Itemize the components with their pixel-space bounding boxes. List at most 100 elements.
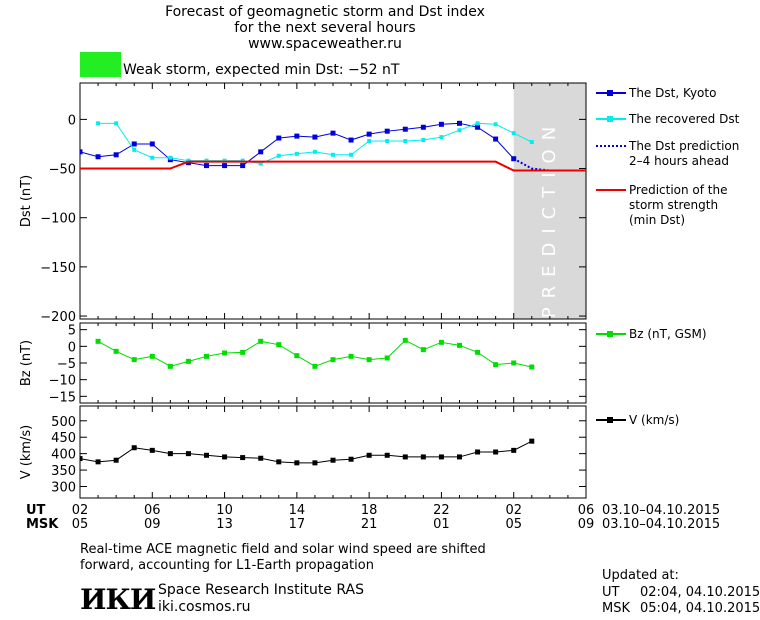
dst-plot-frame bbox=[79, 82, 587, 320]
v-legend-marker bbox=[607, 417, 613, 423]
bz-series-group bbox=[95, 337, 535, 370]
ut-axis-label: UT bbox=[26, 503, 46, 518]
bz-legend-marker bbox=[607, 331, 613, 337]
v-series-point bbox=[438, 454, 444, 460]
dst-series-point bbox=[331, 152, 335, 157]
v-series-point bbox=[294, 460, 300, 466]
v-series-point bbox=[95, 459, 101, 465]
v-ytick-label: 350 bbox=[51, 464, 76, 479]
prediction-band-label: PREDICTION bbox=[539, 118, 560, 318]
dst-series-recovered-line bbox=[98, 122, 533, 165]
msk-tick-label: 01 bbox=[433, 517, 450, 532]
bz-panel: 50 −5 −10−15 Bz (nT) bbox=[19, 322, 587, 405]
dst-recovered-legend-marker bbox=[607, 116, 613, 122]
ut-tick-label: 02 bbox=[505, 503, 522, 518]
v-ytick-label: 450 bbox=[51, 431, 76, 446]
v-series-point bbox=[167, 451, 173, 457]
ut-tick-label: 06 bbox=[144, 503, 161, 518]
dst-series-point bbox=[312, 149, 317, 154]
v-series-point bbox=[384, 452, 390, 458]
bz-series-point bbox=[240, 349, 246, 355]
source-url[interactable]: www.spaceweather.ru bbox=[248, 36, 402, 52]
iki-logo-text: ИКИ bbox=[80, 583, 156, 616]
storm-strength-legend-label: storm strength bbox=[629, 198, 718, 212]
msk-tick-label: 09 bbox=[578, 517, 595, 532]
v-plot-frame bbox=[79, 405, 587, 499]
v-series-point bbox=[330, 457, 336, 463]
dst-series-point bbox=[511, 131, 516, 136]
dst-series-point bbox=[439, 135, 444, 140]
dst-series-point bbox=[312, 134, 318, 140]
msk-tick-label: 13 bbox=[216, 517, 233, 532]
bz-series-point bbox=[222, 350, 228, 356]
msk-tick-label: 05 bbox=[505, 517, 522, 532]
bz-series-point bbox=[402, 337, 408, 343]
bz-series-point bbox=[95, 338, 101, 344]
v-series-point bbox=[348, 456, 354, 462]
updated-ut-label: UT bbox=[602, 585, 620, 600]
dst-series-point bbox=[114, 121, 119, 126]
v-series-point bbox=[402, 454, 408, 460]
bz-series-point bbox=[493, 362, 499, 368]
ut-tick-label: 18 bbox=[361, 503, 378, 518]
dst-series-point bbox=[258, 161, 263, 166]
dst-series-point bbox=[475, 121, 480, 126]
msk-tick-label: 21 bbox=[361, 517, 378, 532]
dst-series-group bbox=[80, 120, 586, 172]
dst-prediction-legend-label: 2–4 hours ahead bbox=[629, 154, 729, 168]
dst-series-point bbox=[276, 153, 281, 158]
iki-logo[interactable]: ИКИ bbox=[80, 583, 156, 616]
dst-ytick-label: 0 bbox=[68, 113, 76, 128]
bz-ytick-label: 5 bbox=[68, 324, 76, 339]
dst-series-point bbox=[113, 152, 119, 158]
dst-ytick-label: −200 bbox=[40, 310, 76, 325]
updated-label: Updated at: bbox=[602, 568, 679, 583]
v-series-point bbox=[312, 460, 318, 466]
bz-series-point bbox=[131, 357, 137, 363]
v-series-point bbox=[258, 455, 264, 461]
institute-url[interactable]: iki.cosmos.ru bbox=[158, 599, 251, 615]
ut-tick-label: 06 bbox=[578, 503, 595, 518]
msk-tick-label: 09 bbox=[144, 517, 161, 532]
dst-series-point bbox=[420, 124, 426, 130]
dst-kyoto-legend-label: The Dst, Kyoto bbox=[628, 86, 716, 100]
dst-kyoto-legend-marker bbox=[607, 90, 613, 96]
v-series-point bbox=[80, 456, 83, 462]
dst-series-point bbox=[384, 128, 390, 134]
bz-series-point bbox=[511, 360, 517, 366]
institute-name: Space Research Institute RAS bbox=[158, 582, 364, 598]
v-series-point bbox=[204, 452, 209, 458]
v-series-point bbox=[276, 459, 282, 465]
v-ylabel: V (km/s) bbox=[19, 425, 34, 480]
ut-tick-label: 02 bbox=[72, 503, 89, 518]
bz-series-point bbox=[113, 348, 119, 354]
v-series-point bbox=[240, 455, 246, 461]
dst-series-point bbox=[457, 120, 462, 126]
dst-panel: PREDICTION 0 −50 −100 −150 −200 Dst (nT) bbox=[19, 82, 587, 325]
dst-ytick-label: −50 bbox=[49, 163, 76, 178]
v-series-point bbox=[149, 447, 155, 453]
dst-series-point bbox=[348, 137, 354, 143]
dst-series-point bbox=[403, 139, 408, 144]
v-series-point bbox=[131, 445, 137, 451]
dst-series-point bbox=[276, 135, 282, 141]
storm-strength-legend-label: Prediction of the bbox=[629, 183, 728, 197]
dst-series-strength-line bbox=[80, 160, 586, 172]
bz-series-point bbox=[294, 353, 300, 359]
dst-ytick-label: −100 bbox=[40, 212, 76, 227]
v-series-group bbox=[80, 438, 535, 466]
v-series-point bbox=[185, 451, 191, 457]
dst-series-point bbox=[294, 151, 299, 156]
bz-series-point bbox=[384, 355, 390, 361]
dst-series-kyoto-line bbox=[80, 122, 515, 167]
updated-msk-label: MSK bbox=[602, 601, 630, 616]
dst-series-point bbox=[240, 163, 246, 169]
bz-series-point bbox=[420, 347, 426, 353]
bz-series-point bbox=[167, 363, 173, 369]
ut-tick-label: 14 bbox=[289, 503, 306, 518]
dst-series-point bbox=[96, 121, 101, 126]
dst-prediction-legend-label: The Dst prediction bbox=[628, 139, 739, 153]
dst-series-point bbox=[366, 131, 372, 137]
v-series-point bbox=[475, 449, 481, 455]
